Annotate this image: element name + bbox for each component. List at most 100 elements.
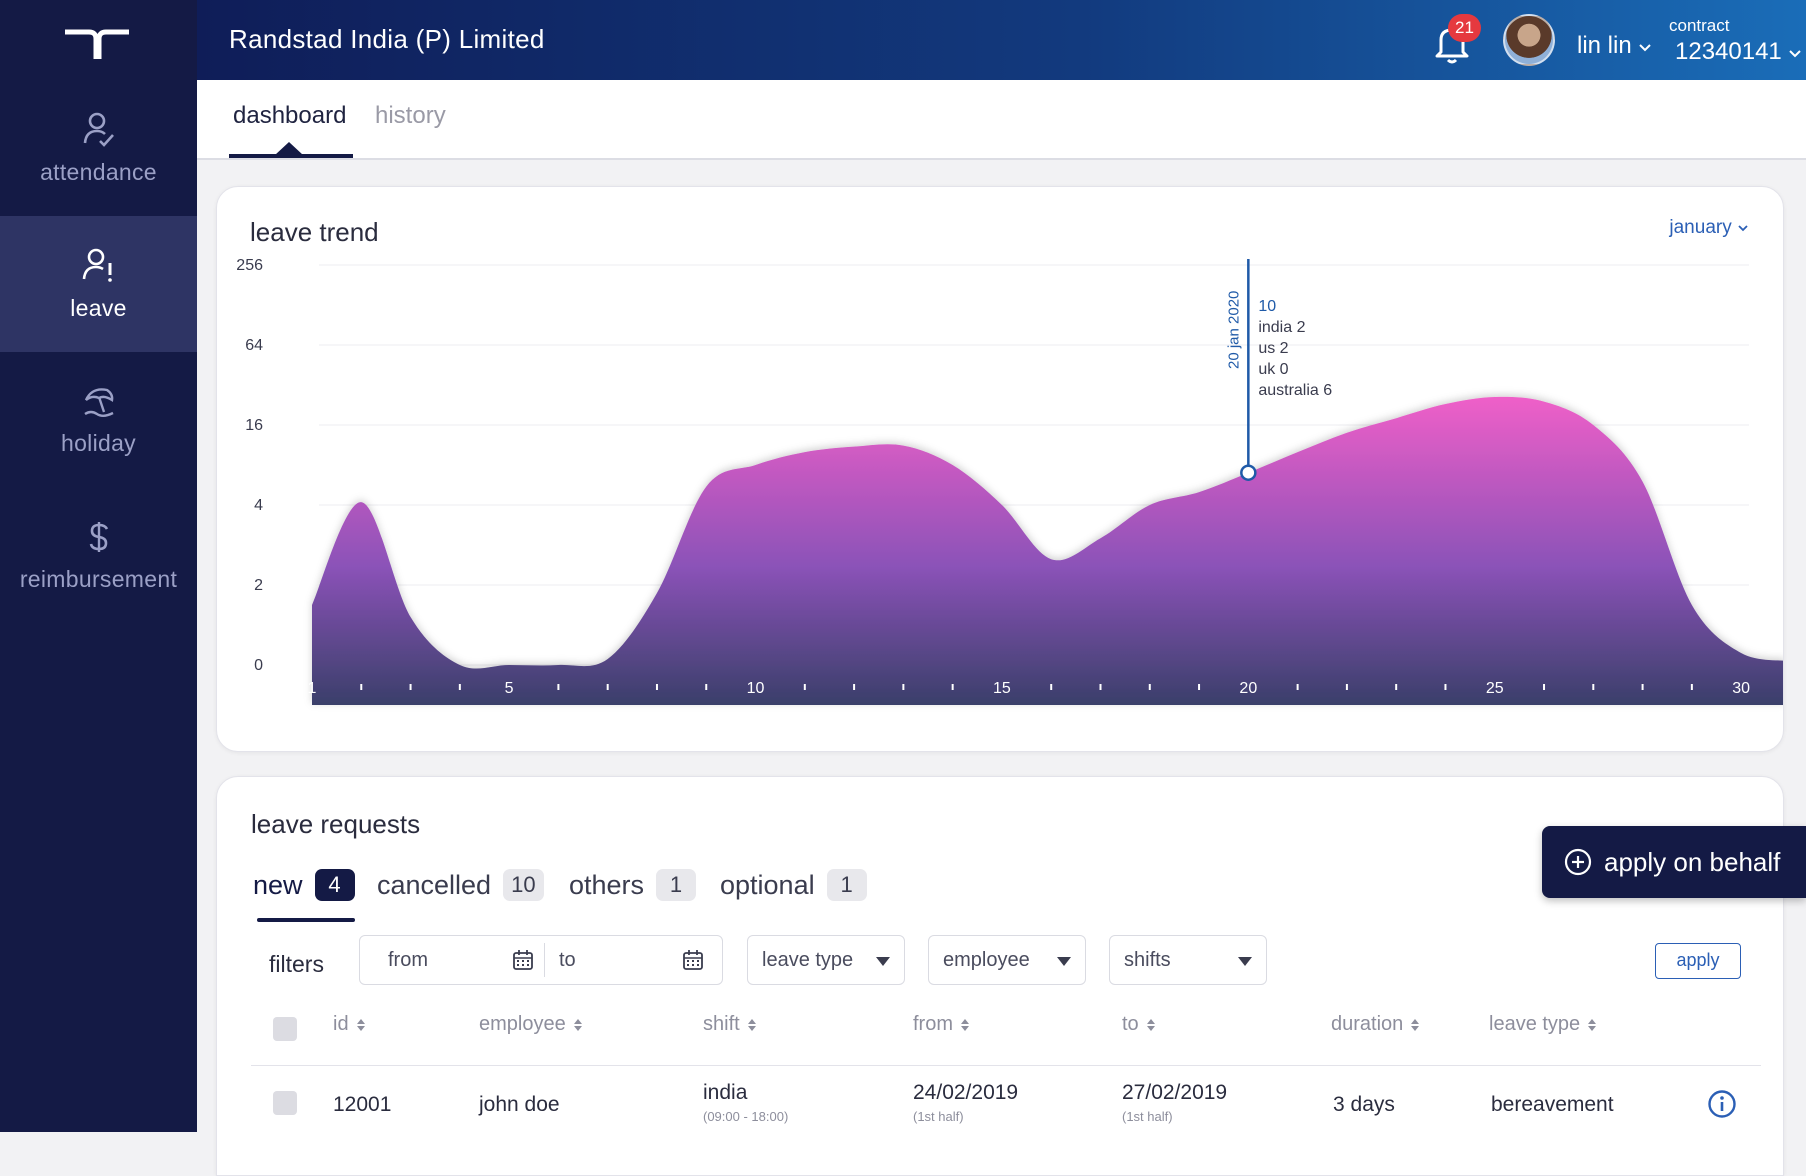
- y-tick-label: 0: [254, 657, 263, 674]
- y-tick-label: 256: [236, 257, 263, 274]
- x-tick-label: 10: [747, 680, 765, 697]
- user-menu[interactable]: lin lin: [1577, 32, 1652, 60]
- column-label: from: [913, 1013, 953, 1035]
- caret-down-icon: [1057, 957, 1071, 966]
- apply-on-behalf-button[interactable]: apply on behalf: [1542, 826, 1806, 898]
- cell-leave-type: bereavement: [1491, 1093, 1614, 1116]
- cell-shift: india (09:00 - 18:00): [703, 1081, 788, 1124]
- column-label: employee: [479, 1013, 566, 1035]
- leave-type-value: leave type: [762, 948, 854, 971]
- leave-trend-area: [312, 396, 1783, 705]
- month-dropdown[interactable]: january: [1669, 217, 1749, 239]
- y-tick-label: 2: [254, 577, 263, 594]
- column-label: to: [1122, 1013, 1139, 1035]
- chevron-down-icon: [1639, 44, 1652, 52]
- sort-icon: [356, 1018, 365, 1031]
- contract-selector[interactable]: 12340141: [1675, 38, 1802, 66]
- active-tab-underline: [229, 154, 353, 158]
- cell-to: 27/02/2019 (1st half): [1122, 1081, 1227, 1124]
- tab-history[interactable]: history: [375, 102, 446, 129]
- contract-number: 12340141: [1675, 38, 1782, 65]
- column-header-duration[interactable]: duration: [1331, 1013, 1420, 1036]
- user-name: lin lin: [1577, 32, 1632, 59]
- column-header-leave-type[interactable]: leave type: [1489, 1013, 1597, 1036]
- subtab-count: 10: [503, 869, 544, 901]
- to-placeholder: to: [559, 948, 576, 971]
- leave-type-dropdown[interactable]: leave type: [747, 935, 905, 985]
- to-date-input[interactable]: to: [544, 943, 724, 977]
- shifts-value: shifts: [1124, 948, 1171, 971]
- caret-down-icon: [1238, 957, 1252, 966]
- filters-label: filters: [269, 951, 324, 977]
- leave-trend-title: leave trend: [250, 217, 379, 247]
- leave-requests-card: leave requests new 4 cancelled 10 others…: [216, 776, 1784, 1176]
- chevron-down-icon: [1789, 50, 1802, 58]
- subtab-others[interactable]: others 1: [569, 869, 697, 901]
- sidebar: attendance leave holiday reimbursement: [0, 0, 197, 1132]
- column-label: shift: [703, 1013, 740, 1035]
- leave-trend-card: leave trend january 256 64 16 4 2 0 1 5 10 15 20 25…: [216, 186, 1784, 752]
- calendar-icon[interactable]: [682, 949, 704, 971]
- avatar[interactable]: [1503, 14, 1555, 66]
- employee-dropdown[interactable]: employee: [928, 935, 1086, 985]
- leave-requests-title: leave requests: [251, 809, 421, 839]
- month-value: january: [1669, 217, 1732, 238]
- sort-icon: [1588, 1018, 1597, 1031]
- randstad-logo-icon: [65, 29, 129, 59]
- user-alert-icon: [82, 248, 112, 282]
- from-date-input[interactable]: from: [374, 936, 554, 984]
- column-header-to[interactable]: to: [1122, 1013, 1155, 1036]
- column-header-employee[interactable]: employee: [479, 1013, 582, 1036]
- sidebar-item-holiday[interactable]: holiday: [0, 352, 197, 488]
- column-header-id[interactable]: id: [333, 1013, 365, 1036]
- user-check-icon: [83, 112, 114, 147]
- from-half: (1st half): [913, 1109, 964, 1124]
- table-divider: [251, 1065, 1761, 1066]
- calendar-icon[interactable]: [512, 949, 534, 971]
- cell-from: 24/02/2019 (1st half): [913, 1081, 1018, 1124]
- y-tick-label: 64: [245, 337, 263, 354]
- select-all-checkbox[interactable]: [273, 1017, 297, 1041]
- beach-umbrella-icon: [83, 387, 114, 417]
- chevron-down-icon: [1738, 225, 1748, 232]
- sort-icon: [747, 1018, 756, 1031]
- column-header-shift[interactable]: shift: [703, 1013, 756, 1036]
- tab-bar: dashboard history: [197, 80, 1806, 160]
- sidebar-item-attendance[interactable]: attendance: [0, 80, 197, 216]
- tooltip-series-line: india 2: [1258, 319, 1305, 336]
- subtab-optional[interactable]: optional 1: [720, 869, 867, 901]
- subtab-new[interactable]: new 4: [253, 869, 355, 901]
- sort-icon: [961, 1018, 969, 1031]
- sidebar-item-label: attendance: [40, 158, 157, 185]
- x-tick-label: 5: [505, 680, 514, 697]
- tab-dashboard[interactable]: dashboard: [233, 102, 347, 129]
- apply-on-behalf-label: apply on behalf: [1604, 846, 1781, 877]
- x-tick-label: 25: [1486, 680, 1504, 697]
- subtab-cancelled[interactable]: cancelled 10: [377, 869, 544, 901]
- shift-name: india: [703, 1081, 748, 1104]
- notification-badge: 21: [1448, 14, 1481, 42]
- row-checkbox[interactable]: [273, 1091, 297, 1115]
- sidebar-item-label: reimbursement: [19, 565, 178, 592]
- column-label: id: [333, 1013, 349, 1035]
- subtab-count: 1: [826, 869, 867, 901]
- active-subtab-underline: [257, 918, 355, 922]
- sidebar-item-leave[interactable]: leave: [0, 216, 197, 352]
- from-date: 24/02/2019: [913, 1081, 1019, 1104]
- to-half: (1st half): [1122, 1109, 1173, 1124]
- x-tick-label: 30: [1732, 680, 1750, 697]
- from-placeholder: from: [388, 948, 428, 971]
- subtab-count: 4: [314, 869, 355, 901]
- employee-value: employee: [943, 948, 1030, 971]
- sidebar-item-reimbursement[interactable]: reimbursement: [0, 488, 197, 624]
- shifts-dropdown[interactable]: shifts: [1109, 935, 1267, 985]
- tooltip-value: 10: [1258, 298, 1276, 315]
- info-icon[interactable]: [1707, 1089, 1737, 1119]
- tooltip-series-line: uk 0: [1258, 361, 1288, 378]
- column-label: leave type: [1489, 1013, 1581, 1035]
- date-range-filter: from to: [359, 935, 723, 985]
- x-tick-label: 1: [308, 680, 317, 697]
- apply-button[interactable]: apply: [1655, 943, 1741, 979]
- cell-employee: john doe: [479, 1093, 560, 1116]
- column-header-from[interactable]: from: [913, 1013, 969, 1036]
